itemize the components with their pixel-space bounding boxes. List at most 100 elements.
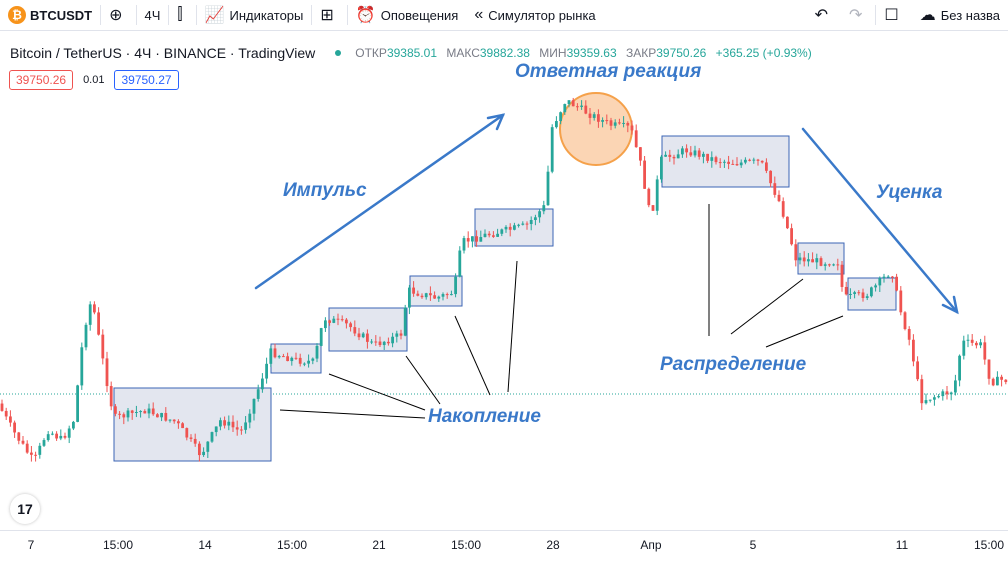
candle-body: [458, 250, 462, 277]
candle-body: [815, 258, 819, 263]
candle-body: [349, 323, 352, 328]
candle-body: [626, 122, 630, 126]
candle-body: [433, 295, 436, 299]
symbol-search-button[interactable]: ₿ BTCUSDT: [0, 0, 100, 30]
candle-body: [576, 106, 579, 108]
undo-button[interactable]: ↶: [807, 0, 841, 30]
candle-body: [399, 333, 403, 336]
candle-body: [521, 223, 525, 225]
candle-body: [59, 435, 63, 439]
tradingview-logo[interactable]: 17: [10, 494, 40, 524]
candle-body: [613, 122, 617, 126]
symbol-label: BTCUSDT: [30, 7, 93, 23]
candle-body: [798, 257, 802, 261]
candle-body: [118, 413, 121, 415]
candle-body: [198, 443, 201, 456]
candle-body: [828, 264, 831, 266]
candle-body: [832, 264, 835, 266]
market-status-icon[interactable]: [335, 50, 342, 56]
alerts-button[interactable]: ⏰ Оповещения: [348, 0, 467, 30]
candle-body: [681, 148, 684, 155]
impulse-arrowhead: [486, 113, 506, 131]
candle-body: [634, 130, 638, 148]
replay-button[interactable]: « Симулятор рынка: [466, 0, 603, 30]
candle-body: [109, 386, 113, 407]
candle-body: [983, 342, 987, 360]
spread-value: 0.01: [83, 74, 105, 86]
candle-body: [605, 120, 609, 122]
accumulation-pointer: [405, 355, 441, 405]
candle-body: [172, 419, 176, 422]
compare-button[interactable]: ⊕: [101, 0, 135, 30]
accumulation-pointer: [279, 409, 426, 419]
candle-body: [504, 226, 508, 230]
indicators-button[interactable]: 📈 Индикаторы: [197, 0, 312, 30]
candle-body: [954, 380, 957, 393]
candle-body: [223, 420, 226, 426]
candle-body: [76, 385, 79, 422]
top-toolbar: ₿ BTCUSDT ⊕ 4Ч ⫿ 📈 Индикаторы ⊞ ⏰ Оповещ…: [0, 0, 1008, 31]
candle-body: [567, 100, 571, 105]
candle-body: [991, 378, 995, 386]
candle-body: [517, 224, 520, 226]
candle-body: [324, 320, 327, 329]
series-title[interactable]: Bitcoin / TetherUS · 4Ч · BINANCE · Trad…: [10, 45, 316, 61]
candle-body: [202, 451, 205, 456]
chart-type-button[interactable]: ⫿: [169, 0, 195, 30]
candle-body: [1000, 376, 1003, 380]
candle-body: [177, 421, 180, 424]
candle-body: [114, 406, 117, 414]
candle-body: [227, 421, 231, 426]
layouts-button[interactable]: ⊞: [312, 0, 346, 30]
candle-body: [933, 397, 936, 400]
interval-button[interactable]: 4Ч: [137, 0, 169, 30]
candle-body: [643, 160, 646, 189]
candle-body: [840, 264, 844, 287]
candle-body: [265, 363, 268, 379]
candle-body: [529, 220, 533, 225]
candle-body: [781, 201, 785, 217]
reaction-circle: [559, 92, 633, 166]
candle-body: [147, 408, 151, 414]
layout-select-button[interactable]: ☐: [876, 0, 911, 30]
candle-body: [67, 428, 71, 438]
candle-body: [126, 410, 130, 418]
distribution-pointer: [765, 315, 844, 348]
candle-body: [387, 341, 390, 344]
candle-body: [744, 159, 747, 163]
candle-body: [273, 348, 277, 358]
candle-body: [298, 357, 302, 364]
candle-body: [437, 296, 441, 299]
candle-body: [181, 423, 184, 429]
candle-body: [231, 421, 235, 428]
accumulation-pointer: [454, 315, 491, 396]
candle-body: [441, 294, 445, 297]
accumulation-box: [113, 387, 272, 462]
candle-body: [508, 226, 512, 230]
x-tick-label: Апр: [640, 538, 662, 552]
x-tick-label: 28: [546, 538, 560, 552]
candle-body: [802, 257, 806, 262]
time-axis[interactable]: 7 15:00 14 15:00 21 15:00 28 Апр 5 11 15…: [0, 530, 1008, 563]
candle-body: [286, 356, 289, 362]
candle-body: [72, 421, 75, 429]
sell-button[interactable]: 39750.26: [9, 70, 74, 90]
alerts-label: Оповещения: [380, 7, 459, 23]
toolbar-divider: [100, 5, 102, 25]
candle-body: [25, 443, 29, 453]
candle-body: [193, 438, 197, 444]
candle-body: [345, 319, 348, 324]
candle-body: [97, 312, 100, 335]
x-tick-label: 21: [372, 538, 386, 552]
save-layout-label: Без назва: [940, 7, 1000, 23]
candle-body: [857, 292, 861, 294]
candle-body: [63, 435, 67, 438]
toolbar-divider: [875, 5, 877, 25]
candle-body: [483, 233, 487, 238]
save-layout-button[interactable]: ☁ Без назва: [912, 0, 1008, 30]
toolbar-divider: [168, 5, 170, 25]
buy-button[interactable]: 39750.27: [114, 70, 179, 90]
toolbar-divider: [195, 5, 197, 25]
redo-button[interactable]: ↷: [841, 0, 875, 30]
